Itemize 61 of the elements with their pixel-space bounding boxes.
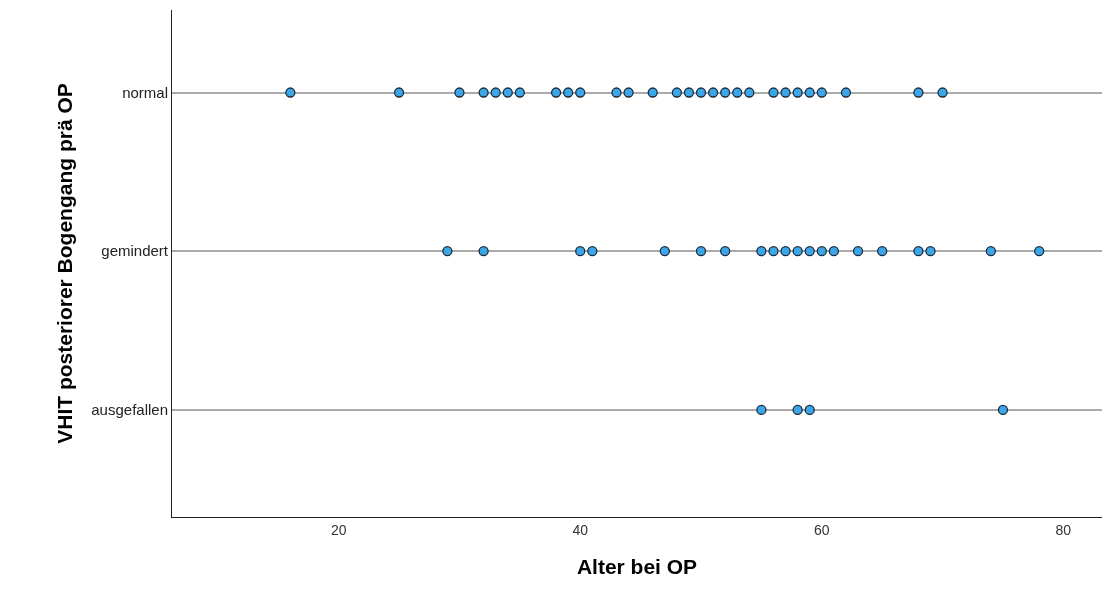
x-tick-label: 20 [330,521,347,538]
point [816,246,827,257]
point [575,246,586,257]
point [285,87,296,98]
point [647,87,658,98]
point [756,246,767,257]
point [695,87,707,98]
y-axis-title: VHIT posteriorer Bogengang prä OP [53,83,77,444]
point [623,87,634,98]
point [720,246,731,257]
point [720,87,731,98]
point [792,246,803,257]
point [840,87,852,98]
point [611,87,622,98]
y-tick-label: ausgefallen [91,401,168,419]
x-axis-title: Alter bei OP [576,555,698,578]
point [828,246,840,257]
point [550,87,562,98]
point [454,87,465,98]
point [804,246,815,257]
y-tick-label: gemindert [101,242,169,260]
point [478,87,489,98]
point [804,87,815,98]
point [514,87,525,98]
y-tick-label: normal [122,83,168,101]
point [744,87,755,98]
point [768,246,779,257]
point [756,404,767,416]
x-tick-label: 60 [814,521,830,538]
point [780,246,791,257]
point [587,246,598,257]
point [913,246,924,257]
point [707,87,719,98]
point [490,87,501,98]
point [792,404,803,416]
point [780,87,791,98]
point [393,87,405,98]
point [732,87,743,98]
point [997,404,1009,416]
point [792,87,803,98]
point [502,87,513,98]
point [659,246,670,257]
point [442,246,453,257]
point [852,246,864,257]
point [563,87,574,98]
point [937,87,948,98]
point [816,87,827,98]
point [925,246,936,257]
point [877,246,888,257]
x-tick-label: 80 [1055,521,1072,538]
point [671,87,683,98]
point [478,246,489,257]
point [985,246,997,257]
point [804,404,815,416]
point [1034,246,1045,257]
point [575,87,586,98]
point [695,246,707,257]
point [913,87,924,98]
point [768,87,779,98]
point [683,87,695,98]
x-tick-label: 40 [572,521,589,538]
